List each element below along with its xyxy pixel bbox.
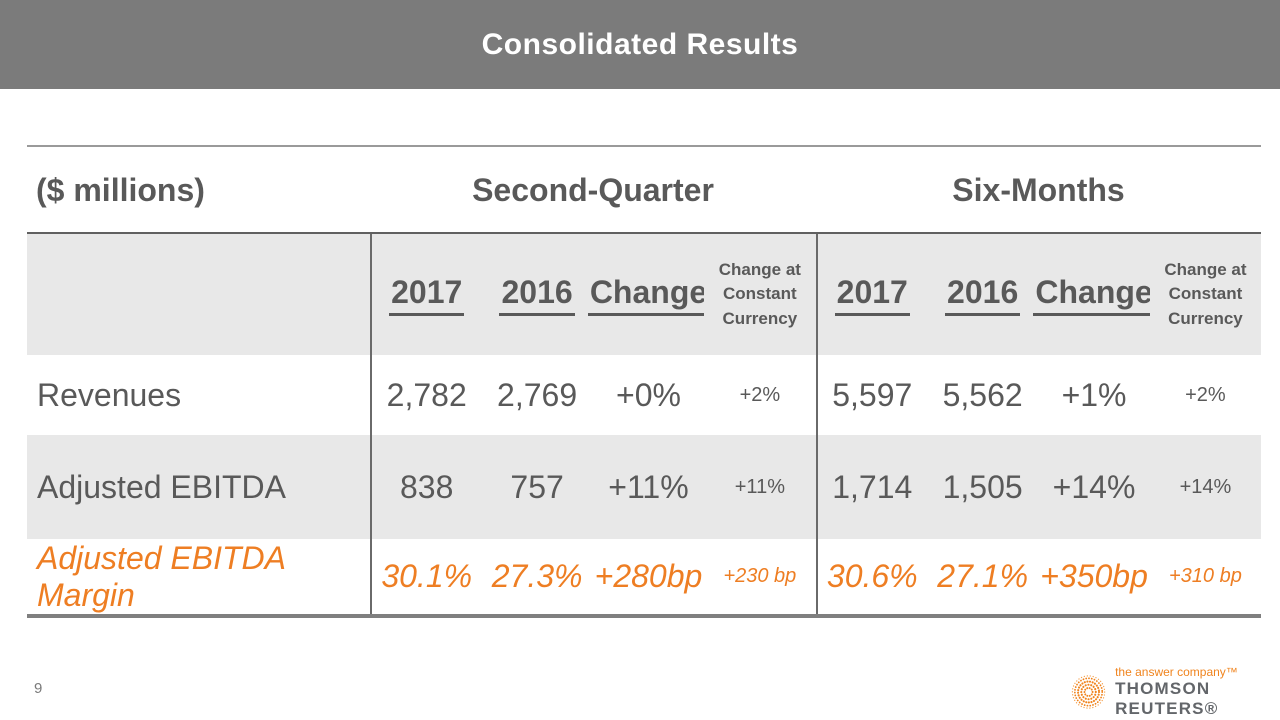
header-q2-constant-currency: Change at Constant Currency (704, 234, 816, 355)
ebitda-sm-2017: 1,714 (815, 435, 927, 539)
title-bar: Consolidated Results (0, 0, 1280, 89)
row-ebitda-label: Adjusted EBITDA (27, 435, 370, 539)
revenues-q2-2016: 2,769 (497, 376, 578, 413)
group-header-six-months: Six-Months (952, 172, 1125, 208)
header-sm-2016: 2016 (926, 234, 1039, 355)
margin-q2-change: +280bp (594, 558, 703, 594)
thomson-reuters-logo: the answer company™ THOMSON REUTERS® (1070, 665, 1280, 719)
slide-title: Consolidated Results (481, 27, 799, 61)
units-label: ($ millions) (36, 172, 205, 208)
margin-q2-2017: 30.1% (370, 539, 481, 614)
ebitda-q2-cc: +11% (704, 435, 816, 539)
ebitda-sm-2016: 1,505 (926, 435, 1039, 539)
thomson-reuters-kinesis-icon (1071, 675, 1106, 709)
margin-sm-cc: +310 bp (1169, 565, 1242, 587)
revenues-sm-change: +1% (1061, 376, 1127, 413)
row-revenues-label: Revenues (37, 376, 182, 413)
margin-sm-2017: 30.6% (815, 539, 927, 614)
ebitda-q2-change: +11% (592, 435, 705, 539)
margin-q2-cc: +230 bp (723, 565, 797, 587)
revenues-sm-2017: 5,597 (815, 355, 927, 435)
ebitda-q2-2016: 757 (481, 435, 593, 539)
ebitda-q2-2017: 838 (370, 435, 482, 539)
logo-wordmark: THOMSON REUTERS® (1115, 679, 1219, 718)
logo-tagline: the answer company™ (1115, 665, 1238, 679)
margin-sm-change: +350bp (1040, 558, 1148, 594)
header-rule (27, 145, 1261, 147)
revenues-sm-2016: 5,562 (942, 376, 1023, 413)
group-header-second-quarter: Second-Quarter (472, 172, 714, 208)
header-q2-change: Change (587, 234, 710, 355)
revenues-q2-change: +0% (616, 376, 681, 413)
header-sm-constant-currency: Change at Constant Currency (1149, 234, 1262, 355)
margin-q2-2016: 27.3% (491, 558, 583, 594)
header-corner-cell (27, 234, 370, 355)
ebitda-sm-cc: +14% (1149, 435, 1262, 539)
results-table: 2017 2016 Change Change at Constant Curr… (27, 232, 1262, 618)
header-q2-2016: 2016 (481, 234, 593, 355)
row-ebitda-margin-label: Adjusted EBITDA Margin (37, 539, 285, 613)
revenues-q2-2017: 2,782 (370, 355, 481, 435)
header-q2-2017: 2017 (370, 234, 482, 355)
header-sm-change: Change (1033, 234, 1155, 355)
revenues-sm-cc: +2% (1185, 383, 1226, 406)
header-sm-2017: 2017 (815, 234, 927, 355)
margin-sm-2016: 27.1% (937, 558, 1029, 594)
revenues-q2-cc: +2% (739, 383, 781, 406)
page-number: 9 (34, 680, 43, 697)
ebitda-sm-change: +14% (1038, 435, 1150, 539)
